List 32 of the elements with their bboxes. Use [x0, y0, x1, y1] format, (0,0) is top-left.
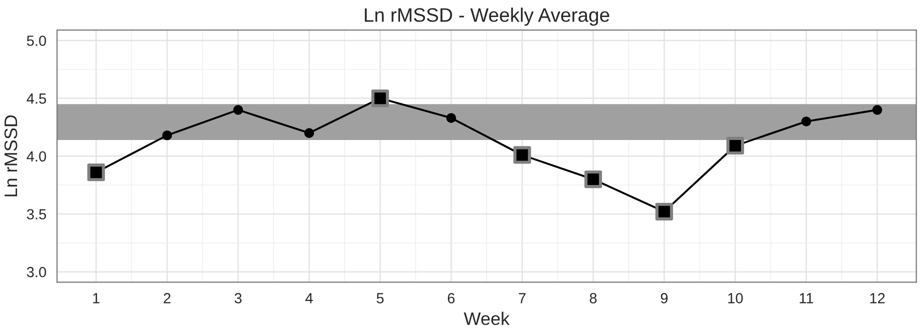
x-tick-label: 6	[448, 293, 455, 304]
point	[233, 105, 243, 115]
x-tick-label: 11	[800, 293, 814, 304]
y-tick-label: 3.5	[26, 209, 46, 220]
point	[87, 164, 105, 182]
point	[872, 105, 882, 115]
x-tick-label: 2	[164, 293, 170, 304]
x-tick-label: 7	[518, 293, 526, 304]
point	[726, 136, 744, 155]
point	[513, 146, 531, 164]
x-axis-title: Week	[464, 312, 510, 326]
x-tick-label: 1	[93, 293, 100, 304]
point	[655, 202, 674, 220]
x-tick-label: 9	[660, 293, 668, 304]
point	[584, 170, 602, 188]
x-tick-label: 10	[728, 293, 743, 304]
y-tick-label: 3.0	[26, 266, 46, 278]
x-tick-label: 3	[234, 293, 242, 304]
x-tick-label: 12	[870, 293, 885, 304]
point	[801, 116, 812, 126]
point	[162, 130, 172, 140]
y-tick-label: 4.5	[26, 94, 46, 104]
chart-title: Ln rMSSD - Weekly Average	[364, 8, 610, 26]
x-tick-label: 5	[376, 293, 384, 304]
x-tick-label: 4	[305, 293, 313, 304]
y-tick-label: 5.0	[26, 36, 46, 46]
y-axis-title: Ln rMSSD	[4, 115, 18, 196]
y-tick-label: 4.0	[26, 151, 46, 162]
point	[446, 113, 456, 123]
x-tick-label: 8	[590, 293, 597, 304]
point	[371, 89, 389, 108]
point	[304, 128, 314, 138]
